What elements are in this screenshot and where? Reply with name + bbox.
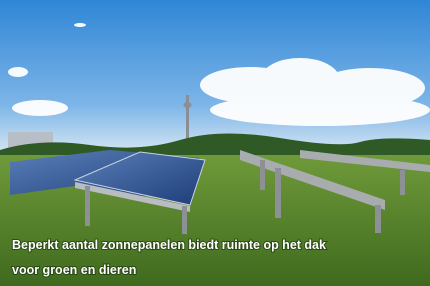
- panel-leg: [275, 168, 281, 218]
- cloud: [12, 100, 68, 116]
- panel-leg: [400, 170, 405, 195]
- caption-line: Beperkt aantal zonnepanelen biedt ruimte…: [12, 238, 326, 252]
- cloud: [210, 94, 430, 126]
- tower: [186, 95, 189, 140]
- cloud: [8, 67, 28, 77]
- panel-leg: [375, 205, 381, 233]
- photo: Beperkt aantal zonnepanelen biedt ruimte…: [0, 0, 430, 286]
- panel-leg: [85, 186, 90, 226]
- caption-line: voor groen en dieren: [12, 263, 136, 277]
- tower-head: [184, 102, 192, 108]
- cloud: [74, 23, 86, 27]
- panel-leg: [182, 206, 187, 234]
- panel-leg: [260, 160, 265, 190]
- page: {"caption": {"lines": ["Beperkt aantal z…: [0, 0, 430, 286]
